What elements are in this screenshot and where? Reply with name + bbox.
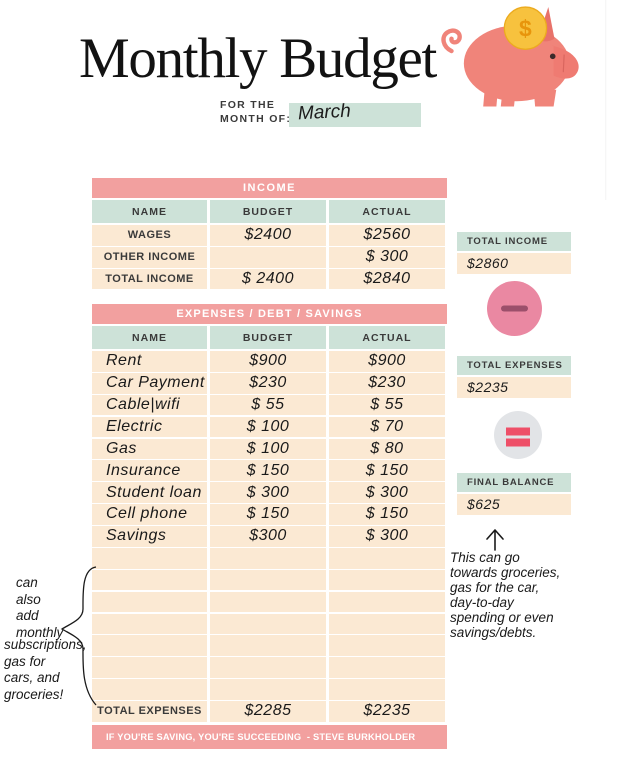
svg-text:$: $ bbox=[519, 16, 532, 42]
